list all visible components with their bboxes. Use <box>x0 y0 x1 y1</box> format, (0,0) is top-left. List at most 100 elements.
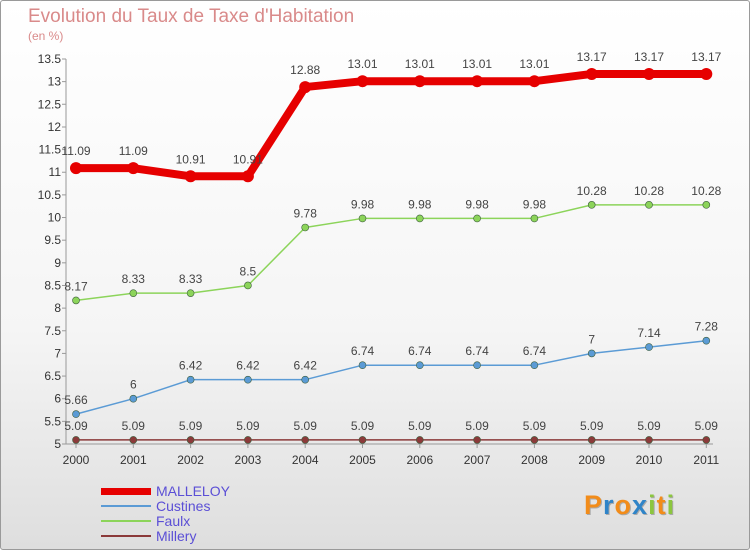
data-point-faulx <box>301 223 310 232</box>
data-label-custines: 6.42 <box>179 359 203 373</box>
y-tick-label: 11 <box>49 165 62 179</box>
data-point-millery <box>473 436 481 444</box>
legend-swatch <box>101 535 151 537</box>
x-tick-label: 2011 <box>693 453 719 467</box>
data-label-faulx: 9.98 <box>408 197 432 211</box>
series-line-custines <box>75 339 707 415</box>
data-point-malleloy <box>241 170 254 183</box>
data-point-millery <box>72 436 80 444</box>
data-label-millery: 5.09 <box>179 419 203 433</box>
y-tick-label: 13.5 <box>38 52 62 66</box>
data-point-millery <box>415 436 424 444</box>
data-label-malleloy: 10.91 <box>176 152 206 166</box>
series-line-faulx <box>75 204 707 302</box>
data-point-malleloy <box>413 75 426 88</box>
data-point-custines <box>186 375 195 384</box>
data-point-millery <box>244 436 252 444</box>
data-point-malleloy <box>299 81 312 94</box>
y-tick-label: 5 <box>54 437 61 451</box>
data-point-millery <box>702 436 711 444</box>
legend-label: Millery <box>156 528 197 544</box>
y-tick-label: 10 <box>48 211 62 225</box>
data-label-custines: 7.14 <box>637 326 661 340</box>
chart-title: Evolution du Taux de Taxe d'Habitation <box>28 6 355 27</box>
data-point-faulx <box>72 296 80 305</box>
data-label-faulx: 10.28 <box>634 184 664 198</box>
y-tick-label: 12.5 <box>38 97 62 111</box>
data-point-millery <box>129 436 138 444</box>
data-label-custines: 6.74 <box>523 344 547 358</box>
data-label-faulx: 8.33 <box>179 272 203 286</box>
data-point-custines <box>415 361 424 369</box>
data-point-millery <box>358 436 367 444</box>
data-point-faulx <box>587 201 596 209</box>
data-point-faulx <box>645 201 653 209</box>
x-tick-label: 2009 <box>578 453 605 467</box>
y-tick-label: 11.5 <box>39 143 62 157</box>
data-label-malleloy: 13.17 <box>577 50 607 64</box>
data-label-custines: 6 <box>130 378 137 392</box>
data-label-custines: 6.42 <box>294 359 318 373</box>
legend-swatch <box>101 505 151 507</box>
data-point-malleloy <box>356 75 369 88</box>
data-point-faulx <box>473 214 481 223</box>
data-point-malleloy <box>70 162 82 175</box>
legend-label: Faulx <box>156 513 191 529</box>
data-label-malleloy: 13.17 <box>634 50 664 64</box>
data-point-millery <box>186 436 195 444</box>
chart-subtitle: (en %) <box>28 29 64 43</box>
legend-swatch <box>101 488 151 495</box>
legend-label: Custines <box>156 498 211 514</box>
x-tick-label: 2001 <box>120 453 147 467</box>
data-label-faulx: 9.98 <box>351 197 375 211</box>
legend-swatch <box>101 520 151 522</box>
data-label-millery: 5.09 <box>64 419 88 433</box>
data-point-millery <box>530 436 539 444</box>
data-point-custines <box>72 410 80 418</box>
y-tick-label: 8 <box>54 301 61 315</box>
y-tick-label: 13 <box>48 75 62 89</box>
x-tick-label: 2007 <box>464 453 491 467</box>
data-label-millery: 5.09 <box>580 419 604 433</box>
logo-letter: r <box>603 490 615 520</box>
data-point-custines <box>530 361 539 369</box>
data-label-malleloy: 10.91 <box>233 152 263 166</box>
logo-letter: i <box>648 490 657 520</box>
data-point-faulx <box>358 214 367 223</box>
x-tick-label: 2000 <box>63 453 90 467</box>
data-point-faulx <box>702 201 711 209</box>
data-label-malleloy: 12.88 <box>290 63 320 77</box>
data-label-malleloy: 11.09 <box>119 144 148 158</box>
data-label-custines: 6.74 <box>465 344 489 358</box>
data-label-millery: 5.09 <box>236 419 260 433</box>
logo-letter: i <box>666 490 676 520</box>
data-label-custines: 7 <box>588 332 595 346</box>
data-label-faulx: 10.28 <box>691 184 721 198</box>
y-tick-label: 6 <box>54 392 61 406</box>
data-point-malleloy <box>585 67 598 80</box>
data-label-millery: 5.09 <box>122 419 146 433</box>
logo-letter: x <box>632 490 649 520</box>
series-line-malleloy <box>76 69 707 181</box>
x-tick-label: 2010 <box>636 453 663 467</box>
data-point-custines <box>473 361 481 369</box>
data-label-custines: 7.28 <box>695 320 719 334</box>
data-label-malleloy: 13.01 <box>519 57 549 71</box>
data-label-faulx: 8.33 <box>122 272 146 286</box>
data-point-custines <box>702 336 711 345</box>
data-point-faulx <box>186 289 195 297</box>
data-label-custines: 6.74 <box>408 344 432 358</box>
data-label-custines: 5.66 <box>64 393 88 407</box>
data-label-faulx: 9.78 <box>294 206 318 220</box>
data-label-millery: 5.09 <box>351 419 375 433</box>
data-label-millery: 5.09 <box>294 419 318 433</box>
data-label-malleloy: 13.01 <box>462 57 492 71</box>
data-label-faulx: 9.98 <box>465 197 489 211</box>
data-point-malleloy <box>471 75 484 88</box>
data-point-custines <box>645 343 653 351</box>
x-tick-label: 2003 <box>235 453 262 467</box>
data-point-malleloy <box>643 67 655 80</box>
x-tick-label: 2006 <box>406 453 433 467</box>
data-point-custines <box>301 375 310 384</box>
